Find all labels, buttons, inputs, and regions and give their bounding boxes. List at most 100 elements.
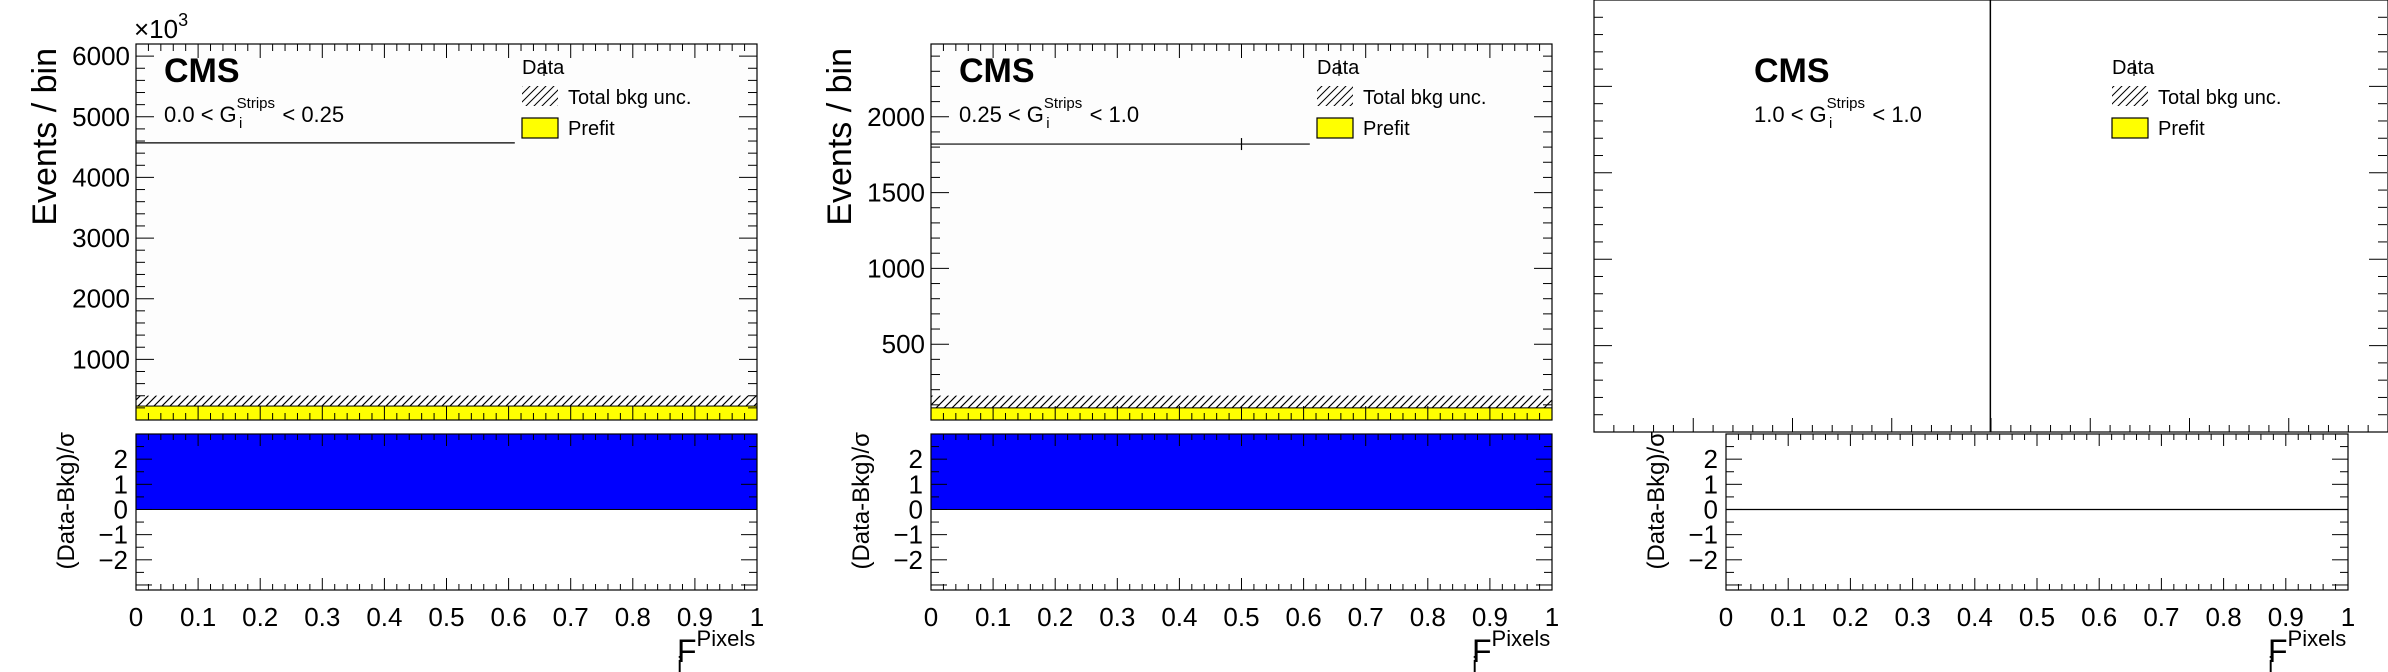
legend-prefit-swatch [1316,117,1354,139]
xlabel-sup: Pixels [1492,626,1551,651]
x-tick-label: 0.8 [1410,602,1446,632]
cms-label: CMS [1754,52,1830,90]
ratio-y-tick-label: −2 [893,545,923,575]
x-tick-label: 0.3 [304,602,340,632]
cut-label: 1.0 < GStrips i < 1.0 [1754,95,1922,132]
cut-var: G [220,102,237,127]
cut-label: 0.25 < GStrips i < 1.0 [959,95,1139,132]
ratio-y-tick-label: 0 [909,494,923,524]
x-tick-label: 0.7 [2143,602,2179,632]
cut-var-sup: Strips [1044,95,1082,112]
cut-hi: < 0.25 [282,102,344,127]
legend-prefit-swatch [2111,117,2149,139]
plot-area [136,44,757,420]
x-tick-label: 1 [750,602,764,632]
x-tick-label: 0.6 [1286,602,1322,632]
xlabel-main: F [1472,633,1492,669]
plot-area [931,44,1552,420]
cut-var: G [1027,102,1044,127]
x-tick-label: 0.4 [366,602,402,632]
legend-prefit-swatch [521,117,559,139]
unc-band-top [136,395,757,407]
y-multiplier: ×103 [134,10,188,44]
ratio-y-tick-label: 1 [909,469,923,499]
cut-var-sub: i [1829,115,1832,132]
x-tick-label: 0.5 [1223,602,1259,632]
legend-prefit: Prefit [1363,118,1410,140]
y-tick-label: 1000 [867,253,925,283]
legend-prefit: Prefit [2158,118,2205,140]
ratio-y-tick-label: 0 [114,494,128,524]
pull-bar [135,433,758,510]
cms-label: CMS [164,52,240,90]
y-tick-label: 1000 [72,344,130,374]
y-tick-label: 2000 [72,284,130,314]
legend-unc-swatch [1317,86,1353,106]
ratio-y-tick-label: −2 [98,545,128,575]
x-tick-label: 0.4 [1957,602,1993,632]
x-tick-label: 0.1 [180,602,216,632]
ratio-y-tick-label: −1 [98,520,128,550]
xlabel-sup: Pixels [2288,626,2347,651]
cut-var-sup: Strips [1827,95,1865,112]
x-tick-label: 0.2 [1832,602,1868,632]
x-tick-label: 0.6 [491,602,527,632]
x-tick-label: 0.6 [2081,602,2117,632]
y-tick-label: 5000 [72,102,130,132]
y-tick-label: 500 [882,329,925,359]
x-tick-label: 0.2 [242,602,278,632]
cut-var-sub: i [239,115,242,132]
cut-label: 0.0 < GStrips i < 0.25 [164,95,344,132]
y-tick-label: 3000 [72,223,130,253]
x-tick-label: 0 [129,602,143,632]
ratio-y-tick-label: 2 [114,444,128,474]
ratio-y-tick-label: 1 [1704,469,1718,499]
x-tick-label: 0.8 [615,602,651,632]
x-tick-label: 0 [1719,602,1733,632]
x-tick-label: 0.5 [2019,602,2055,632]
x-tick-label: 1 [2341,602,2355,632]
xlabel-main: F [2268,633,2288,669]
cut-hi: < 1.0 [1872,102,1922,127]
xlabel-sub: i [1472,652,1477,672]
ratio-y-axis-label: (Data-Bkg)/σ [53,432,80,570]
panel-1: 1000 2000 3000 4000 5000 6000 Events / bin ×103… [26,10,764,672]
x-tick-label: 0.4 [1161,602,1197,632]
y-axis-label: Events / bin [821,48,859,226]
x-tick-label: 0.2 [1037,602,1073,632]
legend-unc-swatch [2112,86,2148,106]
cut-var-sup: Strips [237,95,275,112]
multiplier-exp: 3 [178,10,188,30]
ratio-y-tick-label: 0 [1704,494,1718,524]
x-axis-label: FPixels i [677,626,755,672]
xlabel-sub: i [677,652,682,672]
y-tick-label: 4000 [72,162,130,192]
y-axis-label: Events / bin [26,48,64,226]
legend-unc: Total bkg unc. [1363,87,1486,109]
ratio-y-tick-label: 2 [1704,444,1718,474]
ratio-y-axis-label: (Data-Bkg)/σ [848,432,875,570]
pull-bar [930,433,1553,510]
x-tick-label: 0 [924,602,938,632]
legend-unc-swatch [522,86,558,106]
cut-var-sub: i [1046,115,1049,132]
y-tick-label: 2000 [867,102,925,132]
ratio-y-tick-label: −2 [1688,545,1718,575]
x-tick-label: 0.1 [975,602,1011,632]
x-tick-label: 0.7 [553,602,589,632]
cms-label: CMS [959,52,1035,90]
unc-band-top [931,395,1552,408]
cut-lo: 0.25 < [959,102,1021,127]
x-axis-label: FPixels i [1472,626,1550,672]
cut-hi: < 1.0 [1090,102,1140,127]
panel-2: 500 1000 1500 2000 Events / bin CMS 0.25 < GStr… [821,43,1559,672]
cut-lo: 1.0 < [1754,102,1804,127]
x-tick-label: 0.7 [1348,602,1384,632]
legend-unc: Total bkg unc. [2158,87,2281,109]
xlabel-sup: Pixels [697,626,756,651]
x-tick-label: 0.5 [428,602,464,632]
legend-unc: Total bkg unc. [568,87,691,109]
legend-prefit: Prefit [568,118,615,140]
